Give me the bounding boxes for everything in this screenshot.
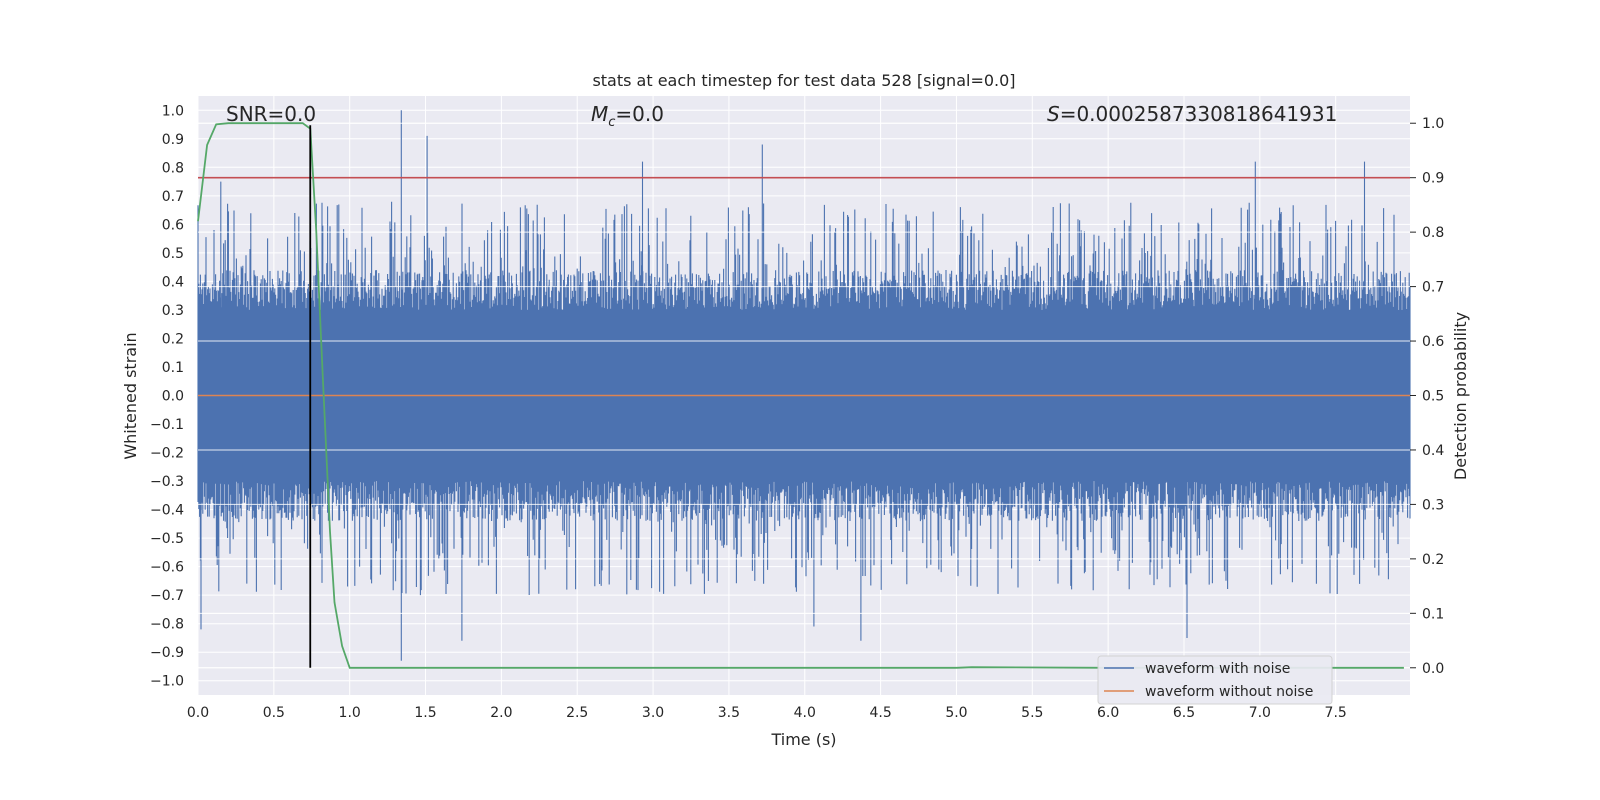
y-left-tick-label: −1.0 <box>150 674 184 690</box>
x-tick-label: 1.0 <box>339 705 361 721</box>
y-left-tick-label: 0.5 <box>162 246 184 262</box>
chart-title: stats at each timestep for test data 528… <box>592 71 1015 90</box>
y-left-tick-label: −0.7 <box>150 588 184 604</box>
s-symbol: S <box>1047 102 1060 126</box>
s-annotation: S=0.0002587330818641931 <box>1047 102 1337 126</box>
y-right-tick-label: 0.8 <box>1422 225 1444 241</box>
series-detection-probability <box>197 122 1404 669</box>
y-left-tick-label: −0.5 <box>150 531 184 547</box>
y-right-tick-label: 0.0 <box>1422 661 1444 677</box>
x-tick-label: 5.5 <box>1021 705 1043 721</box>
x-tick-label: 3.0 <box>642 705 664 721</box>
legend: waveform with noise waveform without noi… <box>1097 655 1333 705</box>
legend-label-noise: waveform with noise <box>1145 661 1290 677</box>
x-tick-label: 4.0 <box>794 705 816 721</box>
y-left-tick-label: −0.4 <box>150 503 184 519</box>
x-tick-label: 2.0 <box>490 705 512 721</box>
legend-box <box>1097 655 1333 705</box>
y-right-tick-label: 0.5 <box>1422 389 1444 405</box>
y-left-tick-label: −0.9 <box>150 645 184 661</box>
y-axis-label-right: Detection probability <box>1451 312 1470 480</box>
chirp-mass-value: =0.0 <box>615 102 664 126</box>
y-right-tick-label: 0.3 <box>1422 497 1444 513</box>
y-left-tick-label: 0.6 <box>162 217 184 233</box>
x-tick-label: 7.5 <box>1325 705 1347 721</box>
y-right-tick-label: 0.9 <box>1422 171 1444 187</box>
x-tick-label: 7.0 <box>1249 705 1271 721</box>
y-right-tick-label: 1.0 <box>1422 116 1444 132</box>
y-left-tick-label: 0.2 <box>162 331 184 347</box>
x-tick-label: 5.0 <box>945 705 967 721</box>
s-value: =0.0002587330818641931 <box>1060 102 1338 126</box>
legend-label-clean: waveform without noise <box>1145 684 1313 700</box>
y-right-tick-label: 0.7 <box>1422 280 1444 296</box>
y-left-tick-label: −0.8 <box>150 617 184 633</box>
y-left-tick-label: −0.1 <box>150 417 184 433</box>
chirp-mass-annotation: Mc=0.0 <box>591 102 664 130</box>
y-left-tick-label: 0.8 <box>162 160 184 176</box>
series-waveform-with-noise <box>197 110 1411 661</box>
y-left-tick-label: −0.3 <box>150 474 184 490</box>
y-right-tick-label: 0.2 <box>1422 552 1444 568</box>
y-right-tick-label: 0.6 <box>1422 334 1444 350</box>
chirp-mass-subscript: c <box>608 115 615 130</box>
x-tick-label: 1.5 <box>414 705 436 721</box>
y-left-tick-label: −0.2 <box>150 446 184 462</box>
x-tick-label: 0.5 <box>263 705 285 721</box>
y-left-tick-label: −0.6 <box>150 560 184 576</box>
x-tick-label: 0.0 <box>187 705 209 721</box>
x-tick-label: 6.0 <box>1097 705 1119 721</box>
y-left-tick-label: 1.0 <box>162 103 184 119</box>
y-left-tick-label: 0.4 <box>162 274 184 290</box>
x-axis-label: Time (s) <box>770 730 836 749</box>
x-tick-label: 3.5 <box>718 705 740 721</box>
x-tick-label: 4.5 <box>869 705 891 721</box>
y-left-tick-label: 0.3 <box>162 303 184 319</box>
y-right-tick-label: 0.1 <box>1422 606 1444 622</box>
y-left-tick-label: 0.7 <box>162 189 184 205</box>
x-tick-label: 6.5 <box>1173 705 1195 721</box>
y-left-tick-label: 0.1 <box>162 360 184 376</box>
y-left-tick-label: 0.9 <box>162 132 184 148</box>
y-left-tick-label: 0.0 <box>162 389 184 405</box>
snr-annotation: SNR=0.0 <box>226 102 316 126</box>
y-right-tick-label: 0.4 <box>1422 443 1444 459</box>
chirp-mass-symbol: M <box>591 102 608 126</box>
x-tick-label: 2.5 <box>566 705 588 721</box>
y-axis-label-left: Whitened strain <box>121 332 140 459</box>
